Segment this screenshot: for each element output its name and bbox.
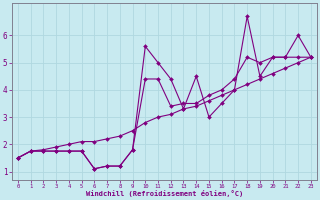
X-axis label: Windchill (Refroidissement éolien,°C): Windchill (Refroidissement éolien,°C) [86, 190, 243, 197]
